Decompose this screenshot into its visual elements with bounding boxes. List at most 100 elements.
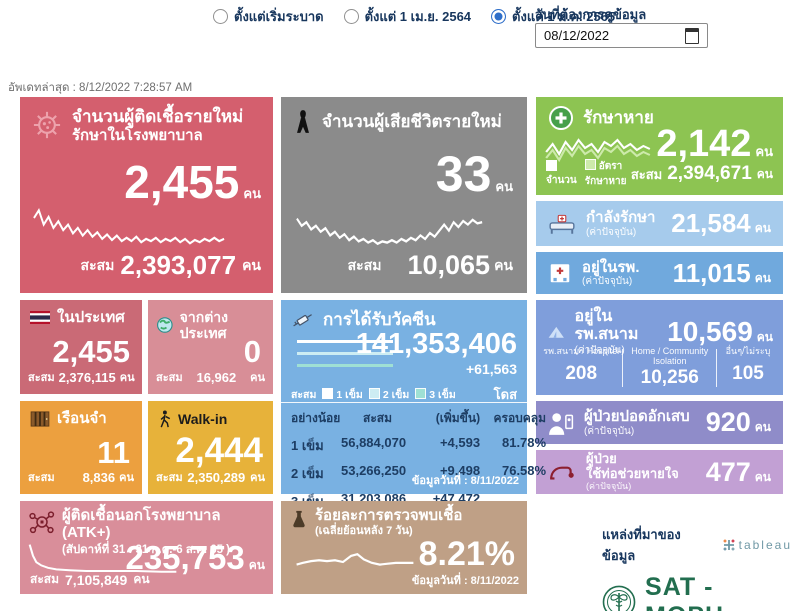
recovered-value: 2,142 — [656, 123, 752, 165]
new-cases-value: 2,455 — [124, 156, 240, 208]
in-hospital-card: อยู่ในรพ. (ค่าปัจจุบัน) 11,015 คน — [536, 252, 783, 294]
legend-dose2: 2 เข็ม — [368, 386, 409, 403]
in-hospital-value: 11,015 — [672, 257, 751, 288]
dose-unit-label: โดส — [493, 387, 517, 402]
dose2-swatch — [368, 388, 380, 399]
vaccine-row-dose1-coverage: 81.78% — [501, 435, 547, 450]
field-hospital-card: อยู่ในรพ.สนาม (ค่าปัจจุบัน) 10,569 คน รพ.… — [536, 300, 783, 395]
cumulative-label: สะสม — [630, 166, 663, 182]
tableau-wordmark: tableau — [738, 538, 792, 552]
ventilator-value: 477 — [705, 456, 751, 487]
positive-rate-value: 8.21% — [418, 535, 515, 573]
abroad-card: จากต่างประเทศ 0 สะสม 16,962 คน — [148, 300, 273, 394]
unit-label: คน — [754, 270, 771, 285]
legend-dose1: 1 เข็ม — [322, 386, 363, 403]
vaccine-dose-lines — [297, 340, 393, 367]
calendar-icon[interactable] — [685, 27, 699, 44]
hospital-building-icon — [550, 264, 570, 283]
radio-since-jan-2565[interactable]: ตั้งแต่ 1 ม.ค. 2565 — [491, 6, 615, 27]
card-subtitle: (ค่าปัจจุบัน) — [574, 344, 625, 356]
vaccine-col-header: สะสม — [363, 411, 393, 425]
walkin-card: Walk-in 2,444 สะสม 2,350,289 คน — [148, 401, 273, 494]
deaths-cumulative: 10,065 — [407, 250, 491, 280]
prison-value: 11 — [97, 435, 130, 470]
card-title: ร้อยละการตรวจพบเชื้อ — [315, 507, 463, 524]
divider — [622, 349, 624, 387]
card-subtitle: (ค่าปัจจุบัน) — [584, 425, 635, 437]
thai-flag-icon — [30, 311, 50, 325]
atk-value: 235,753 — [125, 539, 245, 576]
prison-card: เรือนจำ 11 สะสม 8,836 คน — [20, 401, 142, 494]
card-subtitle: (สัปดาห์ที่ 31 : 31 ก.ค.-6 ส.ค. 65 ) — [62, 543, 231, 556]
unit-label: คน — [133, 572, 150, 586]
vaccine-delta: +61,563 — [466, 361, 517, 377]
walkin-value: 2,444 — [175, 431, 263, 470]
recovered-card: รักษาหาย 2,142 คน จำนวน อัตรารักษาหาย สะส… — [536, 97, 783, 195]
legend-dose3: 3 เข็ม — [415, 386, 456, 403]
legend-count-swatch — [546, 160, 557, 171]
vaccine-card: การได้รับวัคซีน 141,353,406 +61,563 สะสม… — [281, 300, 546, 509]
divider — [716, 349, 718, 387]
vaccine-row-dose2-label: 2 เข็ม — [291, 466, 324, 481]
unit-label: คน — [756, 166, 773, 181]
unit-label: คน — [754, 420, 771, 434]
card-title: การได้รับวัคซีน — [323, 310, 436, 330]
cumulative-label: สะสม — [156, 372, 183, 384]
date-picker-label: วันที่ต้องการดูข้อมูล — [535, 7, 647, 22]
new-cases-cumulative: 2,393,077 — [120, 250, 237, 280]
unit-label: คน — [754, 469, 771, 484]
cumulative-label: สะสม — [347, 256, 382, 273]
unit-label: คน — [494, 256, 513, 273]
dose1-line — [297, 340, 393, 343]
card-title: จำนวนผู้เสียชีวิตรายใหม่ — [322, 112, 502, 132]
walkin-cumulative: 2,350,289 — [187, 469, 246, 485]
unit-label: คน — [250, 372, 265, 384]
hospital-bed-icon — [549, 214, 575, 234]
new-cases-sparkline — [33, 207, 225, 245]
vaccine-col-header: (เพิ่มขึ้น) — [435, 411, 481, 425]
globe-icon — [157, 317, 173, 333]
radio-selected-icon — [491, 9, 507, 24]
syringe-icon — [293, 314, 312, 327]
card-title-line2: ใช้ท่อช่วยหายใจ — [586, 466, 679, 482]
unit-label: คน — [755, 144, 773, 159]
card-title-line1: ผู้ป่วย — [586, 451, 617, 467]
ventilator-icon — [550, 466, 574, 480]
deaths-card: จำนวนผู้เสียชีวิตรายใหม่ 33 คน สะสม 10,06… — [281, 97, 527, 293]
card-subtitle: (เฉลี่ยย้อนหลัง 7 วัน) — [315, 525, 413, 538]
legend-recovery-rate: อัตรารักษาหาย — [584, 159, 627, 187]
card-title: Walk-in — [178, 410, 228, 427]
field-hospital-col-home-isolation: Home / Community Isolation 10,256 — [631, 346, 709, 388]
unit-label: คน — [248, 558, 265, 572]
radio-label: ตั้งแต่ 1 ม.ค. 2565 — [512, 9, 616, 24]
radio-since-apr-2564[interactable]: ตั้งแต่ 1 เม.ย. 2564 — [343, 6, 471, 27]
field-hospital-col-hospitel: รพ.สนาม / Hospitel 208 — [543, 346, 620, 385]
black-ribbon-icon — [297, 110, 309, 133]
vaccine-row-dose1-label: 1 เข็ม — [291, 438, 324, 453]
positive-rate-data-date: ข้อมูลวันที่ : 8/11/2022 — [411, 575, 519, 587]
cumulative-label: สะสม — [28, 472, 55, 484]
positive-rate-sparkline — [296, 553, 414, 566]
card-subtitle: (ค่าปัจจุบัน) — [582, 276, 633, 288]
vaccine-row-dose2-coverage: 76.58% — [501, 463, 547, 478]
vaccine-total-value: 141,353,406 — [355, 328, 517, 360]
vaccine-data-date: ข้อมูลวันที่ : 8/11/2022 — [411, 475, 519, 487]
card-title: กำลังรักษา — [586, 209, 656, 227]
atk-card: ผู้ติดเชื้อนอกโรงพยาบาล (ATK+) (สัปดาห์ท… — [20, 501, 273, 594]
date-input[interactable]: 08/12/2022 — [535, 23, 708, 48]
deaths-value: 33 — [435, 146, 492, 202]
pneumonia-patient-icon — [549, 412, 574, 435]
card-title: จากต่างประเทศ — [179, 309, 228, 342]
legend-count: จำนวน — [546, 160, 577, 188]
prison-cumulative: 8,836 — [82, 469, 116, 485]
unit-label: คน — [119, 372, 135, 384]
deaths-sparkline — [296, 217, 483, 246]
treating-card: กำลังรักษา (ค่าปัจจุบัน) 21,584 คน — [536, 201, 783, 246]
pneumonia-card: ผู้ป่วยปอดอักเสบ (ค่าปัจจุบัน) 920 คน — [536, 401, 783, 444]
radio-since-outbreak[interactable]: ตั้งแต่เริ่มระบาด — [213, 6, 324, 27]
cumulative-label: สะสม — [156, 472, 183, 484]
virus-icon — [33, 112, 61, 139]
domestic-value: 2,455 — [52, 334, 130, 369]
new-cases-card: จำนวนผู้ติดเชื้อรายใหม่ รักษาในโรงพยาบาล… — [20, 97, 273, 293]
cumulative-label: สะสม — [80, 256, 115, 273]
